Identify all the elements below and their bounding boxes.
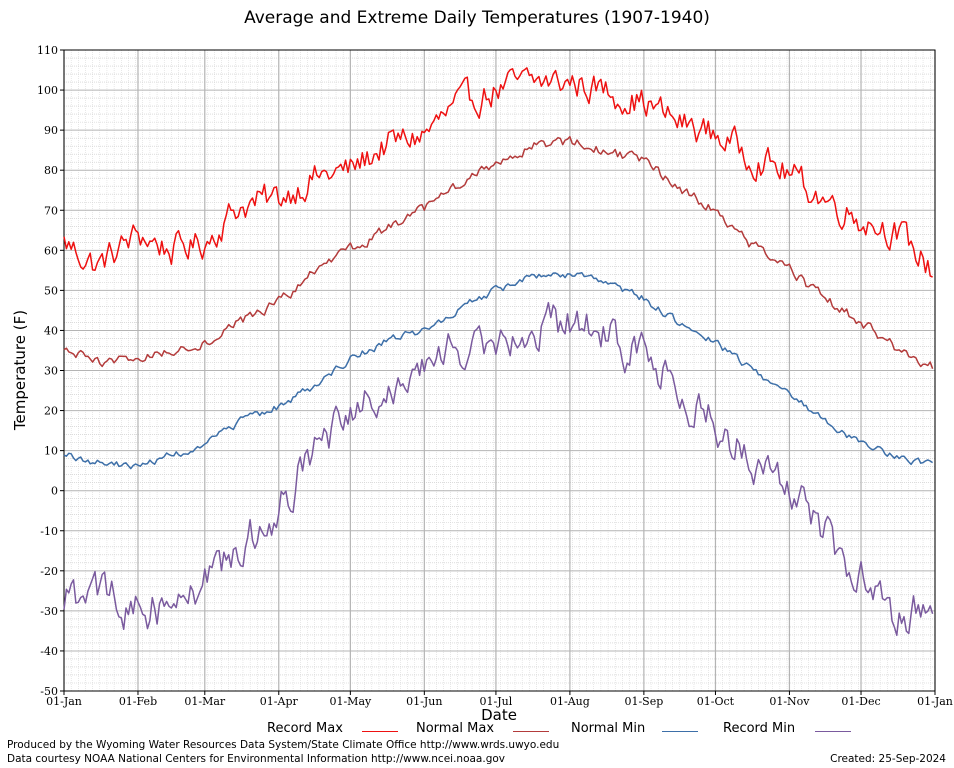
- legend-label-record-max: Record Max: [267, 721, 343, 736]
- y-tick-label: 90: [44, 124, 58, 137]
- y-tick-label: 30: [44, 365, 58, 378]
- legend-swatch-normal-min: [662, 731, 698, 732]
- x-tick-label: 01-Mar: [184, 695, 226, 708]
- x-tick-label: 01-Jan: [46, 695, 82, 708]
- y-tick-label: 70: [44, 204, 58, 217]
- y-tick-label: -50: [40, 685, 58, 698]
- y-tick-label: 110: [37, 44, 58, 57]
- y-tick-label: 40: [44, 324, 58, 337]
- x-tick-label: 01-May: [329, 695, 372, 708]
- y-tick-label: 100: [37, 84, 58, 97]
- y-tick-label: -20: [40, 565, 58, 578]
- x-tick-label: 01-Aug: [550, 695, 590, 708]
- x-tick-label: 01-Oct: [697, 695, 735, 708]
- series-line-record-max: [63, 67, 933, 278]
- x-tick-label: 01-Sep: [624, 695, 663, 708]
- x-tick-label: 01-Apr: [260, 695, 299, 708]
- y-tick-label: -30: [40, 605, 58, 618]
- x-tick-label: 01-Jun: [406, 695, 442, 708]
- legend-label-normal-max: Normal Max: [416, 721, 495, 736]
- chart-title: Average and Extreme Daily Temperatures (…: [244, 8, 710, 28]
- x-axis-label: Date: [481, 706, 517, 724]
- x-tick-label: 01-Jul: [480, 695, 513, 708]
- x-tick-label: 01-Feb: [119, 695, 157, 708]
- y-tick-label: 80: [44, 164, 58, 177]
- series-line-normal-min: [63, 271, 934, 470]
- footer-produced-by: Produced by the Wyoming Water Resources …: [7, 739, 560, 751]
- legend-label-normal-min: Normal Min: [571, 721, 646, 736]
- y-tick-label: 0: [51, 485, 58, 498]
- series-line-normal-max: [63, 135, 934, 370]
- x-tick-label: 01-Jan: [917, 695, 953, 708]
- legend-label-record-min: Record Min: [723, 721, 796, 736]
- x-tick-label: 01-Nov: [769, 695, 810, 708]
- y-tick-label: -10: [40, 525, 58, 538]
- footer-data-courtesy: Data courtesy NOAA National Centers for …: [7, 753, 506, 765]
- y-tick-label: -40: [40, 645, 58, 658]
- x-tick-label: 01-Dec: [841, 695, 880, 708]
- y-tick-label: 60: [44, 244, 58, 257]
- y-tick-label: 10: [44, 445, 58, 458]
- legend-swatch-record-min: [815, 731, 851, 732]
- y-tick-label: 50: [44, 284, 58, 297]
- legend-swatch-normal-max: [513, 731, 549, 732]
- series-line-record-min: [63, 301, 934, 637]
- footer-created: Created: 25-Sep-2024: [830, 753, 946, 765]
- y-tick-label: 20: [44, 405, 58, 418]
- legend-swatch-record-max: [362, 731, 398, 732]
